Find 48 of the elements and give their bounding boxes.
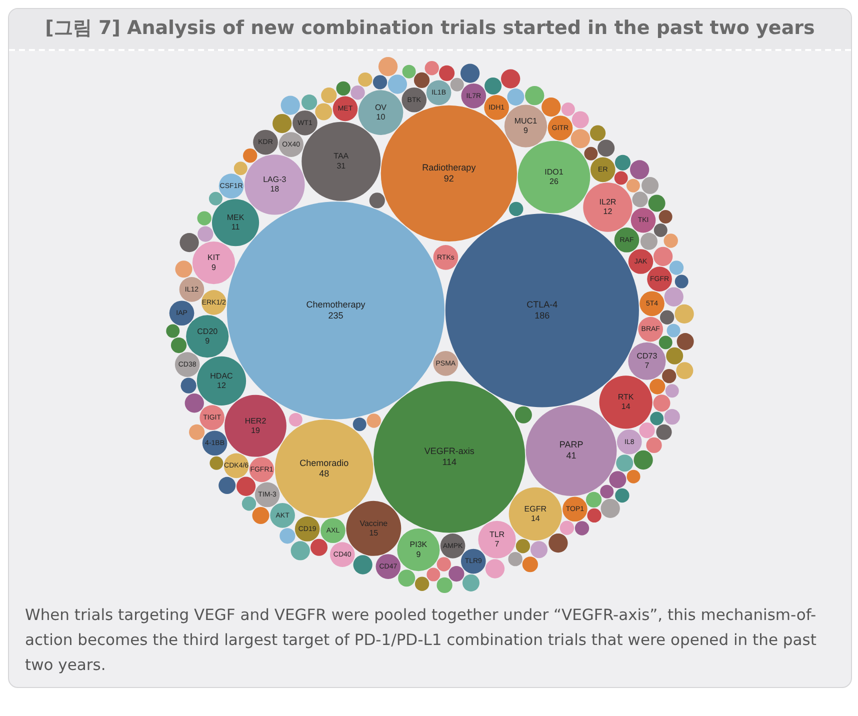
category-label: KIT [208, 253, 220, 262]
text: [그림 7] Analysis of new combination trials started in the past two years [9, 9, 851, 51]
data-label: 186 [534, 310, 550, 320]
category-label: IL2R [599, 198, 616, 207]
category-label: HDAC [210, 371, 234, 380]
category-label: TLR [489, 530, 505, 539]
data-label: 9 [205, 336, 210, 346]
category-label: TAA [334, 152, 350, 161]
category-label: EGFR [524, 504, 547, 514]
category-label: HER2 [244, 416, 267, 426]
category-label: VEGFR-axis [424, 446, 475, 456]
data-label: 11 [231, 222, 240, 232]
data-label: 48 [319, 468, 330, 479]
data-label: 19 [251, 426, 260, 435]
category-label: Chemotherapy [306, 299, 366, 310]
category-label: Vaccine [360, 518, 388, 528]
category-label: Chemoradio [300, 458, 349, 468]
data-label: 41 [566, 450, 576, 460]
data-label: 26 [550, 177, 559, 186]
category-label: IDO1 [544, 167, 564, 176]
data-label: 10 [376, 112, 386, 122]
data-label: 18 [270, 184, 280, 194]
category-label: CD73 [636, 352, 658, 361]
data-label: 7 [494, 540, 500, 549]
category-label: LAG-3 [263, 175, 287, 184]
category-label: MUC1 [514, 116, 538, 126]
data-label: 7 [644, 361, 650, 370]
category-label: OV [374, 102, 388, 112]
data-label: 31 [336, 161, 346, 170]
data-label: 12 [217, 380, 226, 390]
text: When trials targeting VEGF and VEGFR were pooled together under “VEGFR-axis”, this mechanism-of-action becomes the third largest target of PD-1/PD-L1 combination trials that were opened in the past two years. [24, 605, 818, 676]
data-label: 14 [621, 402, 631, 412]
data-label: 92 [444, 173, 454, 184]
category-label: Radiotherapy [422, 162, 476, 172]
category-label: RTK [618, 392, 634, 402]
category-label: CTLA-4 [526, 299, 558, 310]
category-label: PARP [559, 440, 584, 450]
data-label: 9 [212, 262, 216, 272]
data-label: 14 [530, 514, 540, 523]
data-label: 15 [369, 528, 379, 538]
category-label: MEK [226, 213, 245, 222]
category-label: PI3K [410, 540, 428, 550]
data-label: 114 [442, 456, 457, 467]
data-label: 235 [328, 310, 344, 320]
data-label: 9 [416, 550, 422, 559]
category-label: CD20 [197, 326, 218, 336]
data-label: 12 [603, 207, 613, 216]
data-label: 9 [523, 126, 528, 136]
